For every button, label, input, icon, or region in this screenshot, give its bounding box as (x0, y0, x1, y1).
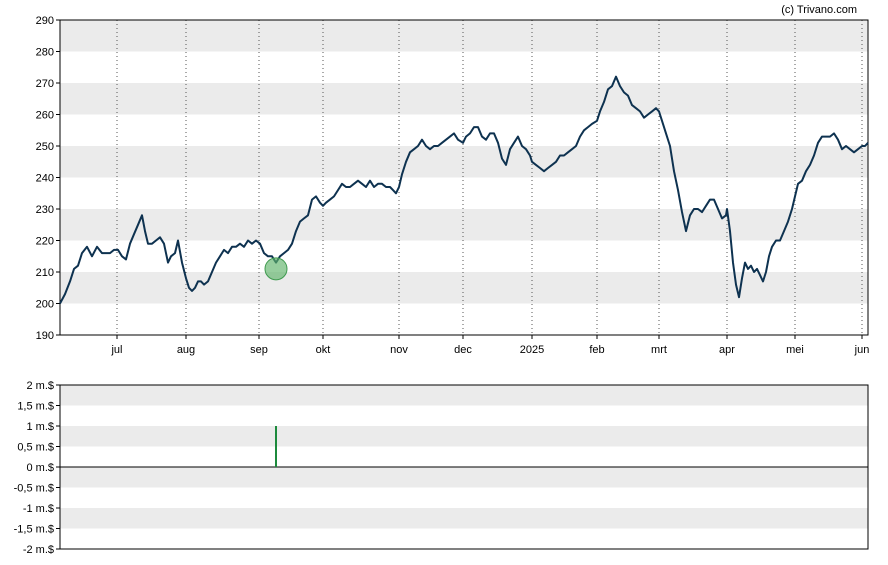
x-tick-label: jul (110, 344, 122, 356)
grid-band (60, 467, 868, 488)
y-tick-label: 260 (36, 110, 54, 122)
x-tick-label: mrt (651, 344, 667, 356)
y-tick-label: 1 m.$ (26, 421, 54, 433)
price-chart-panel: jul aug sep okt nov dec 2025 feb mrt apr mei jun 190… (36, 15, 870, 356)
y-tick-label: 190 (36, 330, 54, 342)
x-tick-label: feb (589, 344, 604, 356)
x-tick-label: sep (250, 344, 268, 356)
grid-band (60, 385, 868, 406)
grid-band (60, 20, 868, 52)
x-tick-label: 2025 (520, 344, 544, 356)
x-tick-label: aug (177, 344, 195, 356)
y-tick-label: 270 (36, 78, 54, 90)
y-tick-label: 280 (36, 47, 54, 59)
y-tick-label: -0,5 m.$ (14, 483, 54, 495)
price-series-line (59, 75, 869, 304)
grid-band (60, 83, 868, 115)
grid-band (60, 426, 868, 447)
y-tick-label: -1 m.$ (23, 503, 54, 515)
y-tick-label: 230 (36, 204, 54, 216)
grid-band (60, 508, 868, 529)
y-tick-label: 210 (36, 267, 54, 279)
y-tick-label: 290 (36, 15, 54, 27)
y-tick-label: 0 m.$ (26, 462, 54, 474)
grid-band (60, 146, 868, 178)
y-tick-label: -2 m.$ (23, 544, 54, 556)
y-tick-label: 220 (36, 236, 54, 248)
x-tick-label: nov (390, 344, 408, 356)
x-tick-label: okt (316, 344, 331, 356)
event-marker (264, 257, 288, 281)
credit-label: (c) Trivano.com (781, 4, 857, 16)
x-tick-label: jun (854, 344, 870, 356)
x-tick-label: dec (454, 344, 472, 356)
x-tick-label: apr (719, 344, 735, 356)
volume-chart-panel: 2 m.$ 1,5 m.$ 1 m.$ 0,5 m.$ 0 m.$ -0,5 m.$ -1 … (14, 380, 869, 556)
y-tick-label: 200 (36, 299, 54, 311)
y-tick-label: 240 (36, 173, 54, 185)
x-tick-label: mei (786, 344, 804, 356)
y-tick-label: -1,5 m.$ (14, 524, 54, 536)
plot-frame (59, 19, 869, 336)
y-tick-label: 2 m.$ (26, 380, 54, 392)
y-tick-label: 250 (36, 141, 54, 153)
y-tick-label: 0,5 m.$ (17, 442, 54, 454)
grid-band (60, 272, 868, 304)
y-tick-label: 1,5 m.$ (17, 401, 54, 413)
grid-band (60, 209, 868, 241)
